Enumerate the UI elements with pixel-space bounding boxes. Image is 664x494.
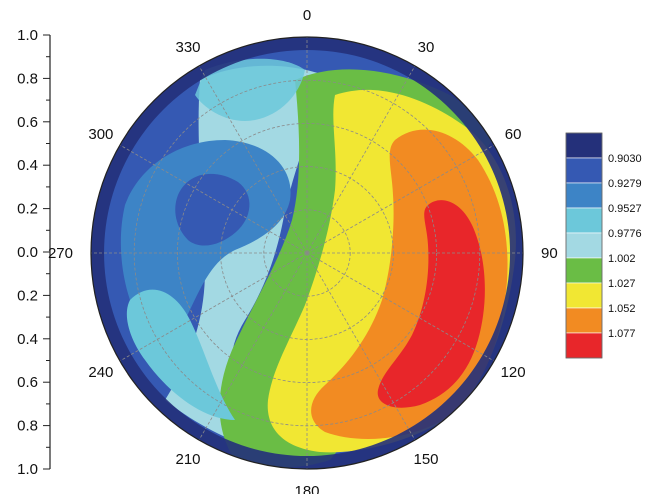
legend-label: 0.9527: [608, 203, 642, 215]
grid-spoke: [306, 252, 495, 362]
legend-swatch: [565, 157, 603, 184]
angle-tick-label: 240: [88, 364, 113, 381]
legend-swatch: [565, 282, 603, 309]
grid-circle: [176, 122, 438, 384]
angle-tick-label: 0: [303, 7, 311, 24]
radial-tick-label: 0.6: [17, 374, 38, 391]
legend-swatch: [565, 207, 603, 234]
radial-tick-group: 1.0 0.8 0.6 0.4 0.2 0.0 0.2 0.4 0.6 0.8 1.0: [17, 27, 50, 478]
radial-tick-label: 0.0: [17, 244, 38, 261]
angle-tick-label: 300: [88, 126, 113, 143]
angle-tick-label: 90: [541, 245, 558, 262]
grid-spoke: [306, 252, 416, 441]
legend-swatch: [565, 232, 603, 259]
angle-tick-label: 30: [418, 39, 435, 56]
legend-swatch: [565, 332, 603, 359]
legend-label: 1.002: [608, 253, 636, 265]
legend-swatch: [565, 307, 603, 334]
grid-spoke: [198, 65, 308, 254]
angle-tick-label: 270: [48, 245, 73, 262]
angular-tick-labels: 0 30 60 90 120 150 180 210 240 270 300 330: [48, 7, 558, 494]
radial-axis: 1.0 0.8 0.6 0.4 0.2 0.0 0.2 0.4 0.6 0.8 1.0: [17, 27, 51, 478]
radial-tick-label: 1.0: [17, 27, 38, 44]
legend-swatch: [565, 257, 603, 284]
grid-spoke: [198, 252, 308, 441]
legend-label: 1.052: [608, 303, 636, 315]
radial-tick-label: 0.4: [17, 331, 38, 348]
contour-fill-group: [91, 37, 523, 469]
radial-tick-label: 0.8: [17, 70, 38, 87]
legend-swatch: [565, 182, 603, 209]
legend-frame: [565, 132, 603, 359]
angle-tick-label: 60: [505, 126, 522, 143]
contour-region-level-8: [377, 200, 485, 408]
grid-spoke: [306, 144, 495, 254]
angle-tick-label: 180: [294, 483, 319, 494]
radial-tick-label: 0.2: [17, 287, 38, 304]
color-legend: 0.9030 0.9279 0.9527 0.9776 1.002 1.027 1.052 1…: [565, 132, 642, 359]
contour-region-level-1-core: [175, 173, 250, 246]
radial-tick-label: 0.6: [17, 114, 38, 131]
radial-tick-label: 0.2: [17, 201, 38, 218]
contour-region-level-3: [126, 289, 235, 420]
polar-boundary: [90, 36, 524, 470]
legend-label: 1.077: [608, 328, 636, 340]
angle-tick-label: 150: [413, 451, 438, 468]
polar-plot-area: 0 30 60 90 120 150 180 210 240 270 300 330: [48, 7, 558, 494]
legend-label: 0.9776: [608, 228, 642, 240]
legend-label: 1.027: [608, 278, 636, 290]
radial-tick-label: 0.4: [17, 157, 38, 174]
grid-spoke: [306, 65, 416, 254]
grid-spoke: [119, 252, 308, 362]
radial-tick-label: 1.0: [17, 461, 38, 478]
angle-tick-label: 120: [501, 364, 526, 381]
legend-label: 0.9279: [608, 178, 642, 190]
legend-label: 0.9030: [608, 153, 642, 165]
legend-swatch: [565, 132, 603, 159]
radial-tick-label: 0.8: [17, 418, 38, 435]
polar-grid: [91, 37, 523, 469]
angle-tick-label: 210: [175, 451, 200, 468]
angle-tick-label: 330: [175, 39, 200, 56]
grid-spoke: [119, 144, 308, 254]
grid-circle: [263, 209, 351, 297]
